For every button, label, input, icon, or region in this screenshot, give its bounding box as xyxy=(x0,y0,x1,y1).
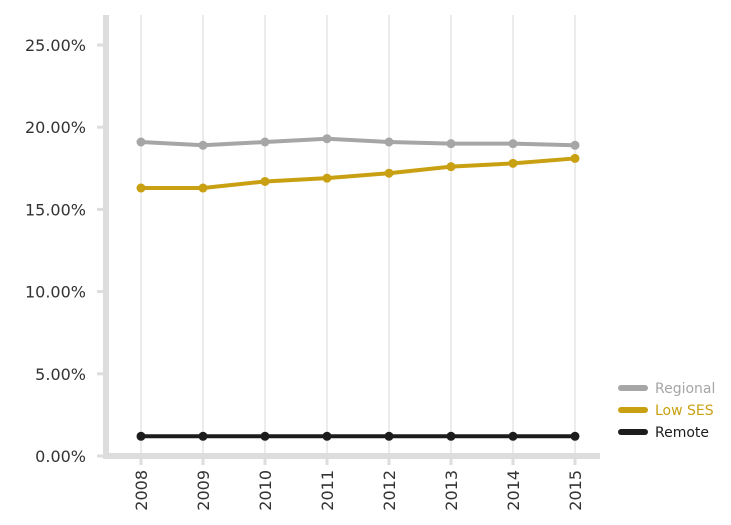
legend: Regional Low SES Remote xyxy=(618,381,715,441)
x-tick-label: 2010 xyxy=(256,470,275,511)
data-point xyxy=(570,140,580,150)
series-line xyxy=(139,136,577,148)
data-point xyxy=(136,183,146,193)
x-tick-label: 2014 xyxy=(504,470,523,511)
x-tick-label: 2013 xyxy=(442,470,461,511)
data-point xyxy=(508,139,518,149)
legend-item: Low SES xyxy=(618,403,714,419)
data-point xyxy=(508,158,518,168)
data-point xyxy=(260,176,270,186)
data-point xyxy=(260,431,270,441)
data-point xyxy=(384,168,394,178)
data-point xyxy=(570,431,580,441)
legend-label: Remote xyxy=(655,425,709,441)
x-tick-label: 2015 xyxy=(566,470,585,511)
legend-label: Regional xyxy=(655,381,715,397)
data-point xyxy=(322,134,332,144)
y-tick-labels: 0.00% 5.00% 10.00% 15.00% 20.00% 25.00% xyxy=(25,36,103,466)
x-tick-labels: 2008 2009 2010 2011 2012 2013 2014 2015 xyxy=(132,459,585,511)
y-tick-label: 25.00% xyxy=(25,36,86,55)
legend-item: Regional xyxy=(618,381,715,397)
grid xyxy=(140,15,576,456)
x-tick-label: 2011 xyxy=(318,470,337,511)
data-point xyxy=(198,140,208,150)
data-point xyxy=(198,431,208,441)
series-remote xyxy=(136,431,580,441)
series-low-ses xyxy=(136,153,580,193)
data-point xyxy=(508,431,518,441)
legend-label: Low SES xyxy=(655,403,714,419)
data-point xyxy=(136,137,146,147)
series-regional xyxy=(136,134,580,150)
y-tick-label: 20.00% xyxy=(25,118,86,137)
data-point xyxy=(384,431,394,441)
data-point xyxy=(446,139,456,149)
data-point xyxy=(446,431,456,441)
data-point xyxy=(136,431,146,441)
y-tick-label: 5.00% xyxy=(35,365,86,384)
y-tick-label: 10.00% xyxy=(25,283,86,302)
x-tick-label: 2009 xyxy=(194,470,213,511)
series-line xyxy=(139,156,577,191)
data-point xyxy=(198,183,208,193)
data-point xyxy=(260,137,270,147)
axes xyxy=(103,15,600,459)
x-tick-label: 2008 xyxy=(132,470,151,511)
data-point xyxy=(446,162,456,172)
series xyxy=(136,134,580,441)
legend-item: Remote xyxy=(618,425,709,441)
x-tick-label: 2012 xyxy=(380,470,399,511)
data-point xyxy=(322,431,332,441)
data-point xyxy=(384,137,394,147)
data-point xyxy=(322,173,332,183)
y-tick-label: 15.00% xyxy=(25,200,86,219)
y-tick-label: 0.00% xyxy=(35,447,86,466)
data-point xyxy=(570,153,580,163)
